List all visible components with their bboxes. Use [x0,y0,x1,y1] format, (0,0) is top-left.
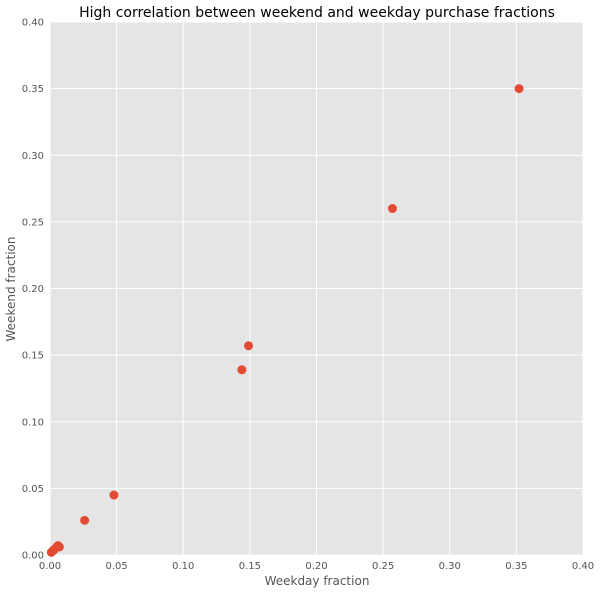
data-point [109,490,119,500]
y-tick-label: 0.05 [22,484,44,495]
x-axis-label: Weekday fraction [265,574,370,588]
x-tick-label: 0.05 [105,561,127,572]
gridlines [49,21,584,556]
x-tick-label: 0.20 [305,561,327,572]
y-tick-label: 0.30 [22,151,44,162]
y-tick-label: 0.15 [22,351,44,362]
data-point [54,542,64,552]
data-points [46,84,524,557]
y-tick-label: 0.40 [22,18,44,29]
data-point [514,84,524,94]
data-point [387,204,397,214]
chart-title: High correlation between weekend and wee… [79,5,555,21]
x-tick-label: 0.25 [372,561,394,572]
y-tick-labels: 0.00 0.05 0.10 0.15 0.20 0.25 0.30 0.35 0.40 [22,18,44,562]
y-tick-label: 0.25 [22,217,44,228]
data-point [237,365,247,375]
y-axis-label: Weekend fraction [4,237,18,342]
x-tick-label: 0.30 [439,561,461,572]
x-tick-labels: 0.00 0.05 0.10 0.15 0.20 0.25 0.30 0.35 0.40 [39,561,594,572]
x-tick-label: 0.15 [239,561,261,572]
y-tick-label: 0.10 [22,417,44,428]
y-tick-label: 0.35 [22,84,44,95]
y-tick-label: 0.00 [22,551,44,562]
x-tick-label: 0.00 [39,561,61,572]
x-tick-label: 0.35 [505,561,527,572]
data-point [80,515,90,525]
data-point [244,341,254,351]
x-tick-label: 0.40 [572,561,594,572]
y-tick-label: 0.20 [22,284,44,295]
x-tick-label: 0.10 [172,561,194,572]
